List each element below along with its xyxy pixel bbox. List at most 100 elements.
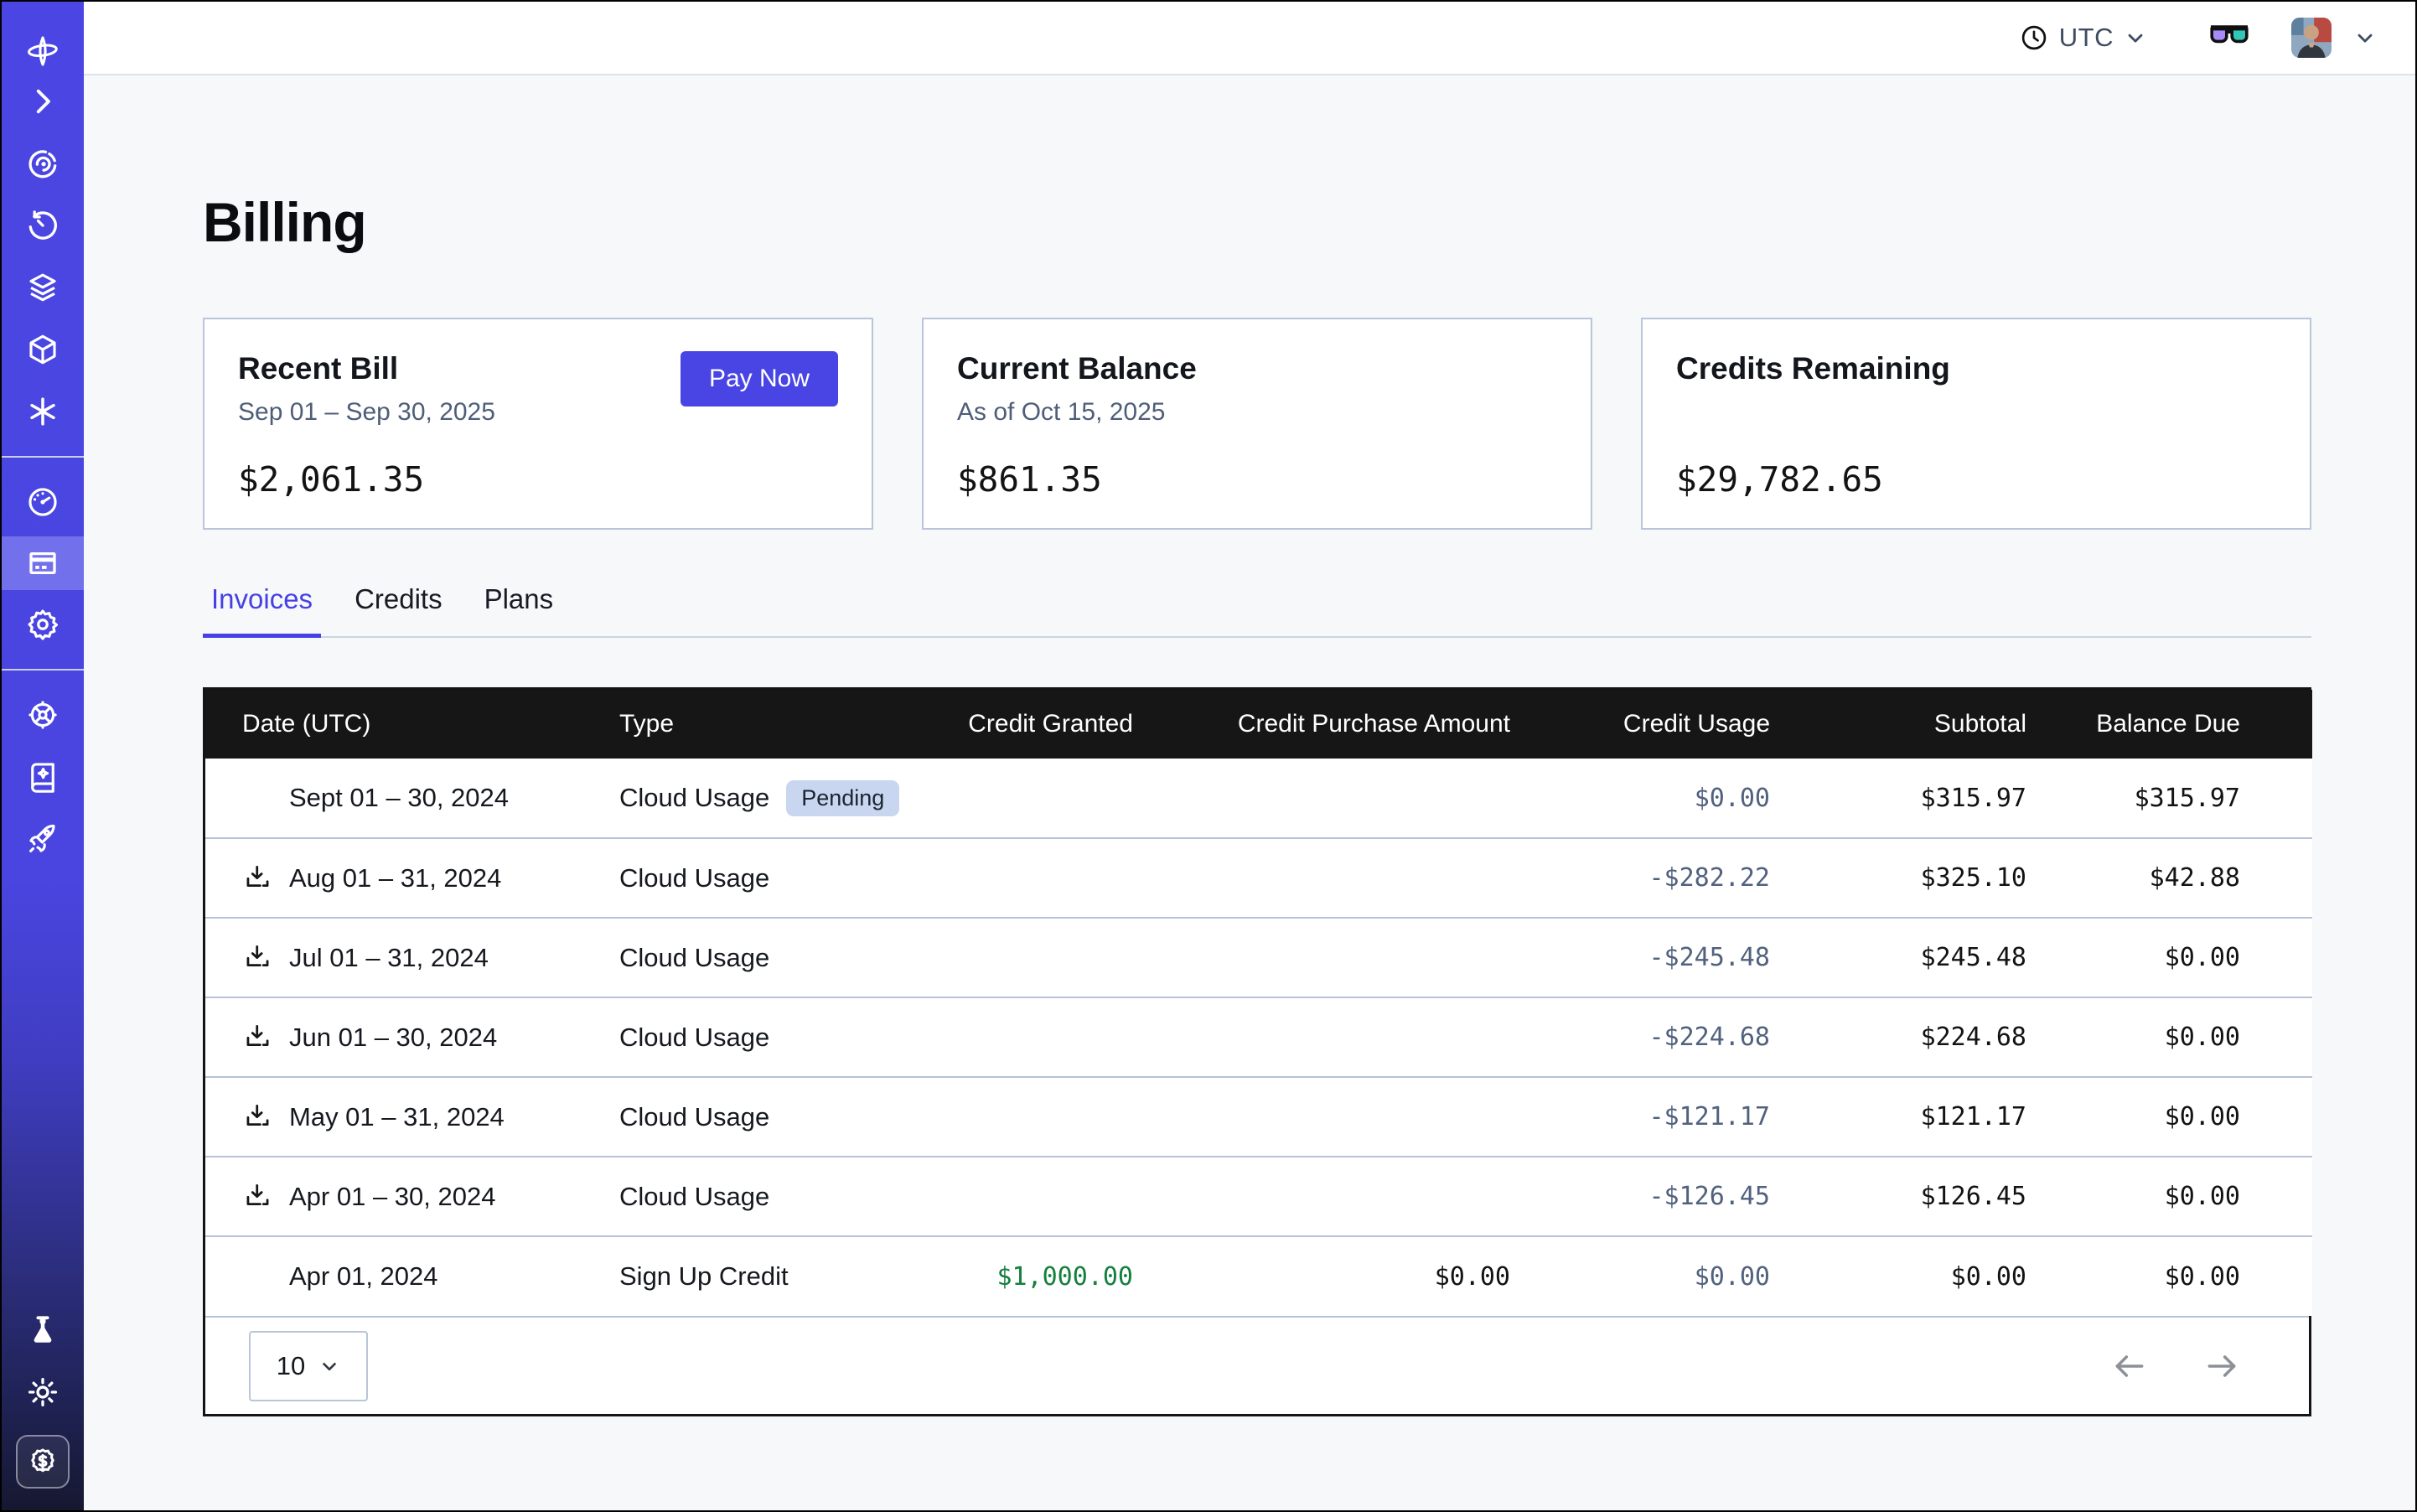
download-invoice-icon[interactable] [242, 942, 273, 973]
book-sparkle-icon[interactable] [23, 758, 62, 796]
sun-icon[interactable] [23, 1373, 62, 1411]
clock-icon [2019, 23, 2049, 53]
credit-granted-value [932, 838, 1141, 918]
subtotal-value: $121.17 [1778, 1077, 2030, 1157]
recent-bill-card: Recent Bill Sep 01 – Sep 30, 2025 $2,061… [203, 318, 873, 530]
tab-credits[interactable]: Credits [346, 583, 451, 638]
card-title: Current Balance [957, 351, 1557, 386]
invoice-date: Apr 01 – 30, 2024 [289, 1182, 495, 1212]
sidebar-bottom-group [16, 1299, 70, 1510]
credit-usage-value: -$245.48 [1519, 918, 1778, 997]
iris-icon[interactable] [23, 144, 62, 183]
card-subtitle [1676, 398, 2276, 428]
column-header-date: Date (UTC) [205, 690, 584, 759]
chevron-down-icon [318, 1355, 340, 1377]
table-row: Jun 01 – 30, 2024 Cloud Usage -$224.68 $… [205, 997, 2312, 1077]
table-row: Apr 01, 2024 Sign Up Credit $1,000.00 $0… [205, 1236, 2312, 1316]
subtotal-value: $126.45 [1778, 1157, 2030, 1236]
balance-due-value: $0.00 [2030, 1157, 2312, 1236]
card-amount: $29,782.65 [1676, 459, 2276, 500]
sidebar-item-billing[interactable] [2, 536, 84, 590]
column-header-type: Type [584, 690, 932, 759]
invoice-date: Sept 01 – 30, 2024 [289, 783, 509, 813]
balance-due-value: $0.00 [2030, 997, 2312, 1077]
credit-granted-value: $1,000.00 [932, 1236, 1141, 1316]
rocket-icon[interactable] [23, 820, 62, 858]
invoice-date: Aug 01 – 31, 2024 [289, 863, 501, 893]
flask-icon[interactable] [23, 1311, 62, 1349]
credit-purchase-value [1141, 918, 1519, 997]
card-amount: $2,061.35 [238, 459, 838, 500]
table-row: Apr 01 – 30, 2024 Cloud Usage -$126.45 $… [205, 1157, 2312, 1236]
credit-purchase-value [1141, 997, 1519, 1077]
balance-due-value: $0.00 [2030, 1236, 2312, 1316]
table-row: Jul 01 – 31, 2024 Cloud Usage -$245.48 $… [205, 918, 2312, 997]
balance-due-value: $42.88 [2030, 838, 2312, 918]
credit-usage-value: -$224.68 [1519, 997, 1778, 1077]
glasses-icon[interactable] [2207, 21, 2251, 54]
credit-purchase-value [1141, 1157, 1519, 1236]
invoice-date-cell: Sept 01 – 30, 2024 [205, 759, 584, 838]
card-amount: $861.35 [957, 459, 1557, 500]
credits-remaining-card: Credits Remaining $29,782.65 [1641, 318, 2311, 530]
chevron-down-icon[interactable] [2353, 26, 2377, 49]
column-header-subtotal: Subtotal [1778, 690, 2030, 759]
tab-plans[interactable]: Plans [476, 583, 562, 638]
column-header-credit-usage: Credit Usage [1519, 690, 1778, 759]
credit-usage-value: -$126.45 [1519, 1157, 1778, 1236]
page-size-select[interactable]: 10 [249, 1331, 368, 1401]
chevron-right-icon[interactable] [23, 82, 62, 121]
credit-purchase-value [1141, 838, 1519, 918]
invoice-type: Cloud Usage [619, 863, 769, 893]
pay-now-button[interactable]: Pay Now [681, 351, 838, 406]
pagination-bar: 10 [205, 1316, 2309, 1414]
invoice-type-cell: Cloud Usage [584, 1077, 932, 1157]
app-window: UTC Billing Recent Bill [0, 0, 2417, 1512]
next-page-button[interactable] [2200, 1344, 2244, 1388]
credit-granted-value [932, 1077, 1141, 1157]
invoice-type: Cloud Usage [619, 783, 769, 813]
history-icon[interactable] [23, 206, 62, 245]
sidebar [2, 2, 84, 1510]
gauge-icon[interactable] [23, 483, 62, 521]
invoice-type-cell: Cloud Usage [584, 918, 932, 997]
asterisk-icon[interactable] [23, 392, 62, 431]
column-header-balance-due: Balance Due [2030, 690, 2312, 759]
credit-granted-value [932, 997, 1141, 1077]
invoice-type-cell: Cloud Usage [584, 997, 932, 1077]
logo-orbit-icon[interactable] [23, 32, 62, 70]
invoice-date: Apr 01, 2024 [289, 1261, 438, 1292]
invoice-date-cell: May 01 – 31, 2024 [205, 1077, 584, 1157]
page-size-value: 10 [277, 1351, 305, 1381]
invoice-type-cell: Cloud Usage [584, 838, 932, 918]
invoices-table: Date (UTC) Type Credit Granted Credit Pu… [203, 687, 2311, 1416]
dollar-badge-button[interactable] [16, 1435, 70, 1489]
previous-page-button[interactable] [2108, 1344, 2151, 1388]
billing-tabs: Invoices Credits Plans [203, 583, 2311, 638]
table-row: May 01 – 31, 2024 Cloud Usage -$121.17 $… [205, 1077, 2312, 1157]
arrow-right-icon [2203, 1348, 2240, 1385]
credit-usage-value: -$282.22 [1519, 838, 1778, 918]
credit-granted-value [932, 1157, 1141, 1236]
credit-purchase-value [1141, 759, 1519, 838]
cube-icon[interactable] [23, 330, 62, 369]
subtotal-value: $224.68 [1778, 997, 2030, 1077]
gear-icon[interactable] [23, 605, 62, 644]
download-invoice-icon[interactable] [242, 1101, 273, 1132]
invoice-type-cell: Cloud Usage Pending [584, 759, 932, 838]
user-avatar[interactable] [2291, 18, 2332, 58]
timezone-selector[interactable]: UTC [2019, 23, 2147, 53]
invoice-date-cell: Jul 01 – 31, 2024 [205, 918, 584, 997]
main-content: Billing Recent Bill Sep 01 – Sep 30, 202… [84, 77, 2415, 1510]
tab-invoices[interactable]: Invoices [203, 583, 321, 638]
invoice-type-cell: Cloud Usage [584, 1157, 932, 1236]
download-invoice-icon[interactable] [242, 1181, 273, 1212]
download-invoice-icon[interactable] [242, 1022, 273, 1053]
download-invoice-icon[interactable] [242, 862, 273, 893]
balance-due-value: $0.00 [2030, 1077, 2312, 1157]
layers-icon[interactable] [23, 268, 62, 307]
helm-icon[interactable] [23, 696, 62, 734]
sidebar-divider [2, 456, 84, 458]
balance-due-value: $0.00 [2030, 918, 2312, 997]
subtotal-value: $325.10 [1778, 838, 2030, 918]
